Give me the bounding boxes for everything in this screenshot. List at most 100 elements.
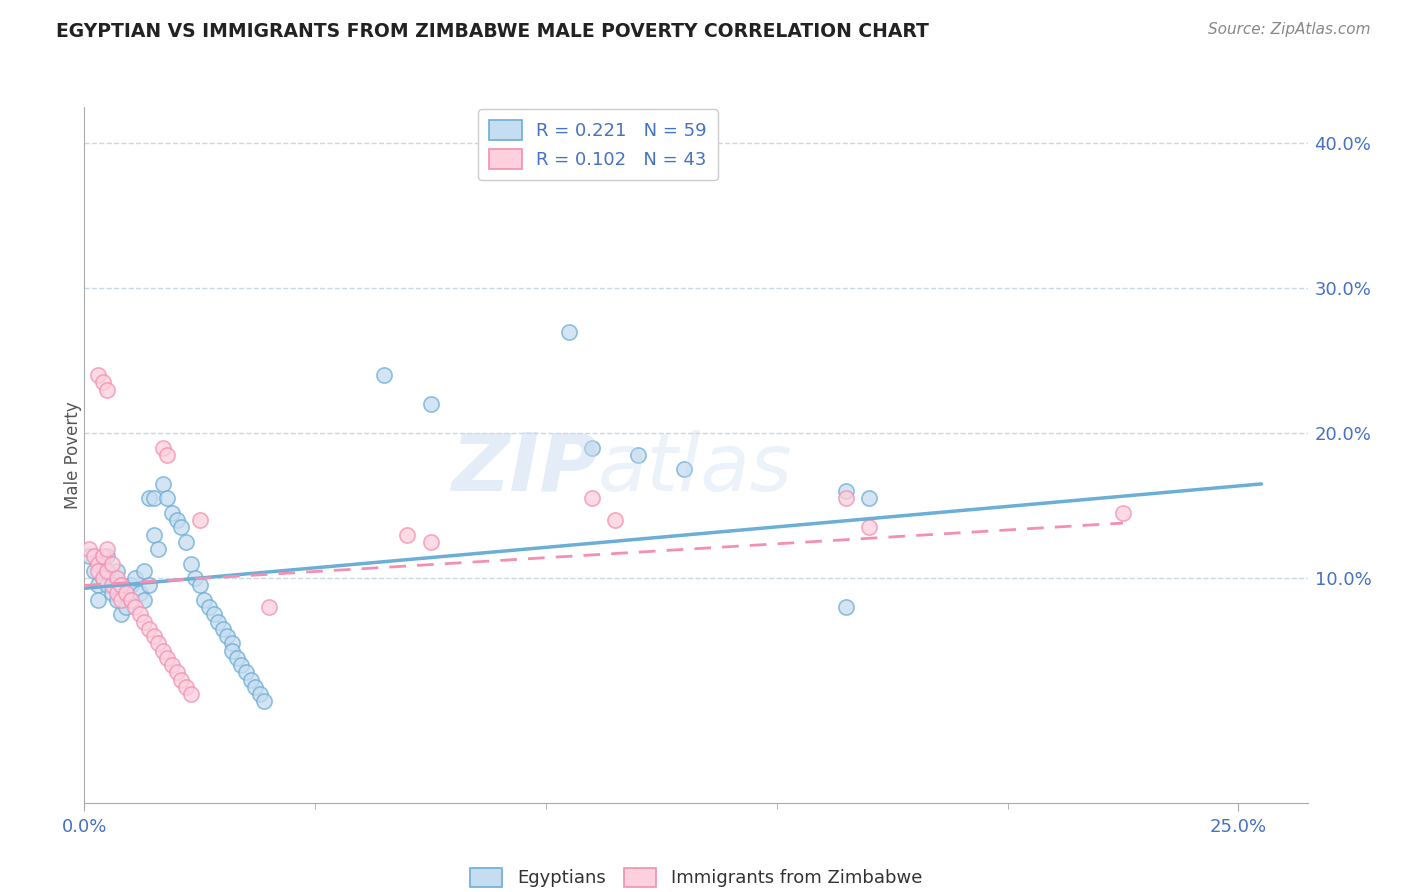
Point — [120, 592, 142, 607]
Point — [225, 651, 247, 665]
Point — [110, 578, 132, 592]
Point — [120, 592, 142, 607]
Point — [115, 585, 138, 599]
Point — [110, 592, 132, 607]
Point — [198, 600, 221, 615]
Point — [148, 542, 170, 557]
Point — [120, 578, 142, 592]
Point — [605, 513, 627, 527]
Point — [170, 673, 193, 687]
Point — [96, 383, 118, 397]
Point — [96, 549, 118, 564]
Point — [91, 571, 114, 585]
Point — [156, 651, 179, 665]
Point — [96, 542, 118, 557]
Point — [166, 665, 188, 680]
Point — [581, 491, 603, 506]
Point — [91, 557, 114, 571]
Point — [184, 571, 207, 585]
Point — [115, 600, 138, 615]
Point — [419, 397, 441, 411]
Point — [134, 615, 156, 629]
Point — [138, 622, 160, 636]
Point — [91, 571, 114, 585]
Point — [180, 687, 202, 701]
Point — [239, 673, 262, 687]
Point — [87, 578, 110, 592]
Point — [257, 600, 280, 615]
Point — [87, 368, 110, 383]
Point — [243, 680, 266, 694]
Point — [558, 325, 581, 339]
Point — [174, 534, 197, 549]
Point — [835, 491, 858, 506]
Point — [249, 687, 271, 701]
Point — [128, 585, 150, 599]
Point — [83, 564, 105, 578]
Point — [96, 564, 118, 578]
Point — [160, 506, 183, 520]
Point — [96, 578, 118, 592]
Y-axis label: Male Poverty: Male Poverty — [65, 401, 82, 508]
Point — [152, 476, 174, 491]
Point — [148, 636, 170, 650]
Point — [77, 549, 100, 564]
Point — [87, 564, 110, 578]
Point — [221, 643, 243, 657]
Point — [207, 615, 229, 629]
Point — [188, 513, 211, 527]
Point — [858, 491, 880, 506]
Point — [77, 542, 100, 557]
Legend: Egyptians, Immigrants from Zimbabwe: Egyptians, Immigrants from Zimbabwe — [463, 860, 929, 892]
Text: ZIP: ZIP — [451, 430, 598, 508]
Text: Source: ZipAtlas.com: Source: ZipAtlas.com — [1208, 22, 1371, 37]
Point — [91, 376, 114, 390]
Point — [124, 600, 146, 615]
Point — [174, 680, 197, 694]
Point — [91, 549, 114, 564]
Point — [160, 658, 183, 673]
Point — [101, 585, 124, 599]
Point — [835, 484, 858, 499]
Point — [105, 592, 128, 607]
Point — [193, 592, 215, 607]
Point — [235, 665, 257, 680]
Point — [115, 585, 138, 599]
Text: EGYPTIAN VS IMMIGRANTS FROM ZIMBABWE MALE POVERTY CORRELATION CHART: EGYPTIAN VS IMMIGRANTS FROM ZIMBABWE MAL… — [56, 22, 929, 41]
Point — [142, 629, 165, 643]
Point — [581, 441, 603, 455]
Point — [101, 557, 124, 571]
Point — [101, 578, 124, 592]
Point — [87, 557, 110, 571]
Point — [211, 622, 233, 636]
Point — [156, 491, 179, 506]
Point — [134, 592, 156, 607]
Point — [110, 607, 132, 622]
Point — [835, 600, 858, 615]
Point — [180, 557, 202, 571]
Point — [627, 448, 650, 462]
Point — [673, 462, 696, 476]
Point — [128, 607, 150, 622]
Point — [105, 564, 128, 578]
Point — [101, 571, 124, 585]
Point — [166, 513, 188, 527]
Point — [87, 592, 110, 607]
Point — [217, 629, 239, 643]
Point — [138, 491, 160, 506]
Point — [188, 578, 211, 592]
Point — [110, 578, 132, 592]
Text: atlas: atlas — [598, 430, 793, 508]
Point — [152, 643, 174, 657]
Point — [124, 571, 146, 585]
Point — [105, 571, 128, 585]
Point — [858, 520, 880, 534]
Point — [202, 607, 225, 622]
Point — [142, 527, 165, 541]
Point — [134, 564, 156, 578]
Point — [152, 441, 174, 455]
Point — [419, 534, 441, 549]
Point — [1112, 506, 1135, 520]
Point — [156, 448, 179, 462]
Point — [83, 549, 105, 564]
